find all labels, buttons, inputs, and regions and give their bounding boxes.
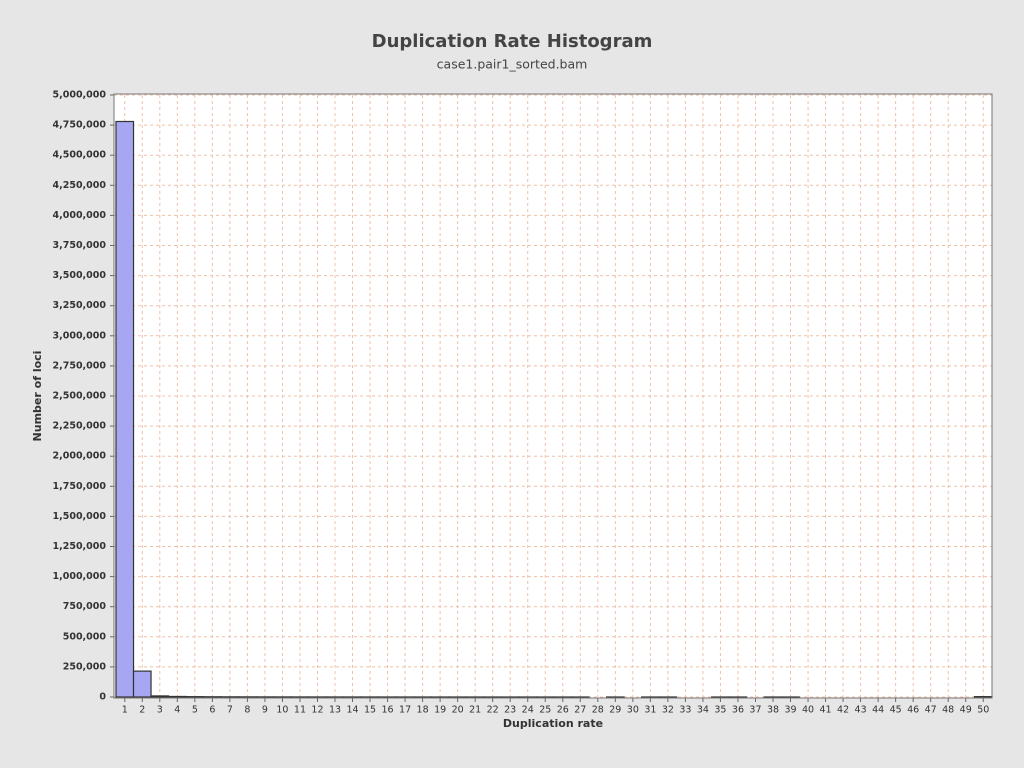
x-tick-label: 7 [227, 705, 233, 716]
y-tick-label: 2,500,000 [53, 391, 107, 402]
x-tick-label: 39 [784, 705, 796, 716]
x-tick-label: 15 [364, 705, 376, 716]
x-tick-label: 8 [244, 705, 250, 716]
y-axis-label: Number of loci [31, 351, 44, 442]
x-tick-label: 23 [504, 705, 516, 716]
x-tick-label: 50 [977, 705, 989, 716]
x-tick-label: 49 [960, 705, 972, 716]
bar [115, 120, 135, 698]
y-tick-label: 1,500,000 [53, 511, 107, 522]
y-tick-label: 750,000 [63, 601, 107, 612]
x-tick-label: 46 [907, 705, 919, 716]
x-tick-label: 44 [872, 705, 884, 716]
x-tick-label: 21 [469, 705, 481, 716]
y-tick-label: 4,500,000 [53, 150, 107, 161]
x-tick-label: 38 [767, 705, 779, 716]
y-tick-label: 4,250,000 [53, 180, 107, 191]
plot-border [113, 93, 993, 699]
x-tick-label: 28 [592, 705, 604, 716]
x-axis-label: Duplication rate [503, 717, 603, 730]
x-tick-label: 22 [487, 705, 499, 716]
x-tick-label: 12 [311, 705, 323, 716]
x-tick-label: 2 [139, 705, 145, 716]
x-tick-label: 14 [346, 705, 358, 716]
x-tick-label: 4 [174, 705, 180, 716]
y-tick-label: 500,000 [63, 631, 107, 642]
x-tick-label: 34 [697, 705, 709, 716]
y-tick-label: 5,000,000 [53, 90, 107, 101]
x-tick-label: 25 [539, 705, 551, 716]
x-tick-label: 20 [452, 705, 464, 716]
y-tick-label: 3,250,000 [53, 300, 107, 311]
bar [167, 695, 187, 698]
x-tick-label: 18 [417, 705, 429, 716]
bar [132, 670, 152, 698]
x-tick-label: 45 [890, 705, 902, 716]
x-tick-label: 37 [749, 705, 761, 716]
x-tick-label: 35 [714, 705, 726, 716]
y-tick-label: 2,250,000 [53, 421, 107, 432]
y-tick-label: 250,000 [63, 661, 107, 672]
y-tick-label: 2,000,000 [53, 451, 107, 462]
y-tick-label: 4,000,000 [53, 210, 107, 221]
x-tick-label: 17 [399, 705, 411, 716]
y-tick-label: 0 [99, 692, 106, 703]
chart-title: Duplication Rate Histogram [372, 31, 653, 52]
x-tick-label: 43 [855, 705, 867, 716]
y-tick-label: 1,250,000 [53, 541, 107, 552]
chart-subtitle: case1.pair1_sorted.bam [437, 57, 588, 72]
x-tick-label: 9 [262, 705, 268, 716]
x-tick-label: 6 [209, 705, 215, 716]
y-tick-label: 1,750,000 [53, 481, 107, 492]
x-tick-label: 30 [627, 705, 639, 716]
y-tick-label: 4,750,000 [53, 120, 107, 131]
x-tick-label: 1 [122, 705, 128, 716]
y-tick-label: 3,000,000 [53, 330, 107, 341]
x-tick-label: 11 [294, 705, 306, 716]
x-tick-label: 33 [679, 705, 691, 716]
x-tick-label: 13 [329, 705, 341, 716]
x-tick-label: 5 [192, 705, 198, 716]
x-tick-label: 32 [662, 705, 674, 716]
x-tick-label: 40 [802, 705, 814, 716]
bar [150, 695, 170, 698]
x-tick-label: 47 [925, 705, 937, 716]
x-tick-label: 3 [157, 705, 163, 716]
x-tick-label: 41 [820, 705, 832, 716]
x-tick-label: 36 [732, 705, 744, 716]
x-tick-label: 10 [276, 705, 288, 716]
y-tick-label: 3,750,000 [53, 240, 107, 251]
y-tick-label: 1,000,000 [53, 571, 107, 582]
y-tick-label: 2,750,000 [53, 360, 107, 371]
x-tick-label: 29 [609, 705, 621, 716]
x-tick-label: 19 [434, 705, 446, 716]
x-tick-label: 24 [522, 705, 534, 716]
x-tick-label: 27 [574, 705, 586, 716]
x-tick-label: 48 [942, 705, 954, 716]
y-tick-label: 3,500,000 [53, 270, 107, 281]
x-tick-label: 26 [557, 705, 569, 716]
x-tick-label: 16 [382, 705, 394, 716]
x-tick-label: 31 [644, 705, 656, 716]
x-tick-label: 42 [837, 705, 849, 716]
